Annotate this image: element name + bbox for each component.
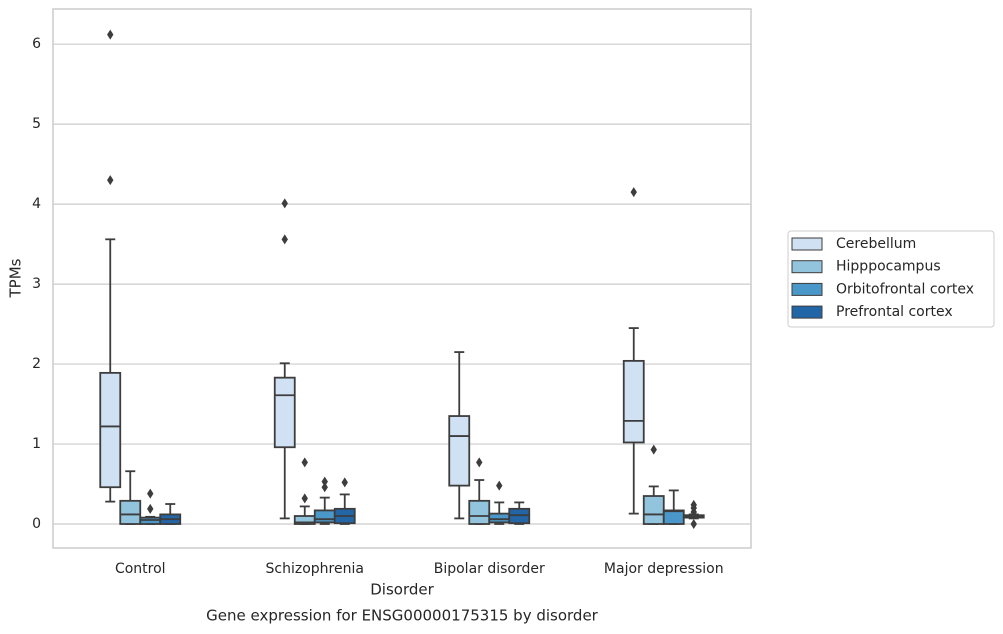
box: [119, 499, 142, 525]
legend-label: Orbitofrontal cortex: [836, 281, 974, 297]
chart-title: Gene expression for ENSG00000175315 by d…: [206, 607, 599, 625]
legend-swatch: [791, 260, 823, 274]
legend-label: Prefrontal cortex: [836, 304, 953, 320]
y-tick-label: 5: [32, 116, 41, 132]
box: [622, 359, 645, 444]
y-tick-label: 6: [32, 36, 41, 52]
legend-swatch: [791, 305, 823, 319]
y-axis-label: TPMs: [7, 258, 25, 298]
box: [313, 509, 336, 524]
outlier: [690, 519, 697, 530]
box: [448, 415, 471, 487]
legend-label: Cerebellum: [836, 236, 916, 252]
outlier: [496, 480, 503, 491]
box: [273, 376, 296, 449]
box: [468, 499, 491, 525]
x-axis-label: Disorder: [370, 581, 434, 599]
x-tick-label: Bipolar disorder: [434, 561, 545, 577]
outlier: [281, 198, 288, 209]
y-tick-label: 2: [32, 356, 41, 372]
outlier: [147, 488, 154, 499]
legend-frame: [787, 230, 995, 328]
box: [488, 512, 511, 524]
outlier: [107, 175, 114, 186]
outlier: [107, 29, 114, 40]
outlier: [281, 234, 288, 245]
outlier: [630, 187, 637, 198]
outlier: [650, 444, 657, 455]
y-tick-label: 1: [32, 436, 41, 452]
y-tick-label: 3: [32, 276, 41, 292]
outlier: [301, 493, 308, 504]
legend-swatch: [791, 237, 823, 251]
outlier: [476, 457, 483, 468]
x-tick-label: Major depression: [604, 561, 724, 577]
x-tick-label: Control: [115, 561, 166, 577]
outlier: [321, 476, 328, 487]
x-tick-label: Schizophrenia: [266, 561, 364, 577]
box: [662, 509, 685, 525]
box: [642, 495, 665, 525]
box: [99, 371, 122, 489]
y-tick-label: 4: [32, 196, 41, 212]
outlier: [690, 499, 697, 510]
plot-frame: [52, 8, 752, 549]
outlier: [321, 482, 328, 493]
legend-swatch: [791, 282, 823, 296]
outlier: [341, 477, 348, 488]
legend-label: Hipppocampus: [836, 259, 941, 275]
outlier: [301, 457, 308, 468]
y-tick-label: 0: [32, 516, 41, 532]
outlier: [147, 503, 154, 514]
